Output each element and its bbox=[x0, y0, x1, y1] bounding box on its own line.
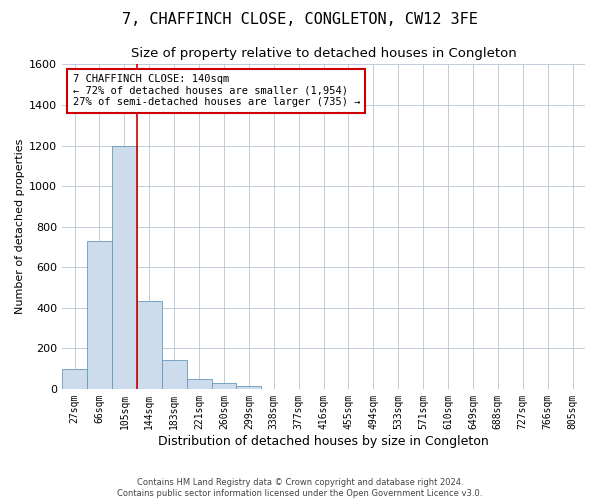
Bar bbox=[112, 146, 137, 389]
Bar bbox=[62, 368, 87, 389]
X-axis label: Distribution of detached houses by size in Congleton: Distribution of detached houses by size … bbox=[158, 434, 489, 448]
Bar bbox=[87, 241, 112, 389]
Y-axis label: Number of detached properties: Number of detached properties bbox=[15, 139, 25, 314]
Bar bbox=[162, 360, 187, 389]
Title: Size of property relative to detached houses in Congleton: Size of property relative to detached ho… bbox=[131, 48, 517, 60]
Bar bbox=[212, 383, 236, 389]
Bar bbox=[137, 300, 162, 389]
Bar bbox=[187, 378, 212, 389]
Text: Contains HM Land Registry data © Crown copyright and database right 2024.
Contai: Contains HM Land Registry data © Crown c… bbox=[118, 478, 482, 498]
Text: 7, CHAFFINCH CLOSE, CONGLETON, CW12 3FE: 7, CHAFFINCH CLOSE, CONGLETON, CW12 3FE bbox=[122, 12, 478, 28]
Bar bbox=[236, 386, 262, 389]
Text: 7 CHAFFINCH CLOSE: 140sqm
← 72% of detached houses are smaller (1,954)
27% of se: 7 CHAFFINCH CLOSE: 140sqm ← 72% of detac… bbox=[73, 74, 360, 108]
